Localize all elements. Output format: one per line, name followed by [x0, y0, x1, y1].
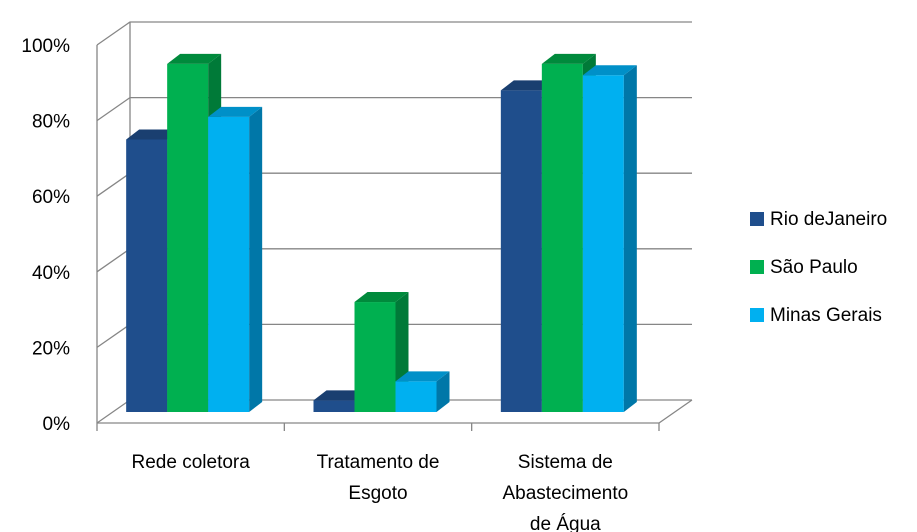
y-tick-label: 80% — [32, 112, 70, 133]
legend-swatch — [750, 308, 764, 322]
bar-front — [313, 400, 355, 412]
x-category-label: Tratamento de Esgoto — [317, 452, 440, 504]
bar-side — [249, 106, 263, 412]
x-category-label-line: Abastecimento — [502, 483, 628, 504]
legend-label: Rio deJaneiro — [770, 209, 887, 230]
legend-label: Minas Gerais — [770, 305, 882, 326]
bar-top — [126, 129, 181, 140]
bar-front — [354, 302, 396, 412]
x-category-label-line: Sistema de — [518, 452, 613, 473]
bar-front — [500, 90, 542, 413]
legend-item: Rio deJaneiro — [750, 209, 887, 230]
legend: Rio deJaneiro São Paulo Minas Gerais — [750, 209, 887, 326]
y-tick-label: 100% — [21, 36, 70, 57]
bars — [126, 53, 637, 413]
bar-top — [313, 390, 368, 401]
bar-front — [541, 63, 583, 413]
y-tick-label: 20% — [32, 338, 70, 359]
x-category-label-line: Tratamento de — [317, 452, 440, 473]
bar — [208, 106, 263, 412]
bar-side — [623, 65, 637, 413]
legend-swatch — [750, 212, 764, 226]
bar-top — [208, 106, 263, 117]
y-tick-labels: 0% 20% 40% 60% 80% 100% — [21, 36, 70, 435]
bar-side — [436, 371, 450, 412]
bar-front — [395, 381, 437, 412]
x-category-labels: Rede coletora Tratamento de Esgoto Sistema … — [132, 452, 629, 532]
x-category-label-line: Esgoto — [348, 483, 407, 504]
x-category-label: Rede coletora — [132, 452, 251, 473]
bar-front — [208, 116, 250, 412]
x-category-label-line: de Água — [530, 514, 601, 532]
bar-top — [500, 80, 555, 91]
bar-front — [167, 63, 209, 413]
y-tick-label: 60% — [32, 187, 70, 208]
bar-top — [167, 53, 222, 64]
bar-top — [582, 65, 637, 76]
bar — [395, 371, 450, 412]
legend-swatch — [750, 260, 764, 274]
bar-top — [541, 53, 596, 64]
y-tick-label: 40% — [32, 263, 70, 284]
legend-item: Minas Gerais — [750, 305, 882, 326]
gridline — [96, 21, 692, 46]
y-tick-label: 0% — [43, 414, 71, 435]
bar-front — [582, 75, 624, 413]
legend-item: São Paulo — [750, 257, 858, 278]
bar-top — [395, 371, 450, 382]
legend-label: São Paulo — [770, 257, 858, 278]
bar — [582, 65, 637, 413]
axes — [96, 22, 693, 431]
bar-top — [354, 292, 409, 303]
bar-front — [126, 139, 168, 412]
x-category-label-line: Rede coletora — [132, 452, 251, 473]
x-category-label: Sistema de Abastecimento de Água — [502, 452, 628, 532]
